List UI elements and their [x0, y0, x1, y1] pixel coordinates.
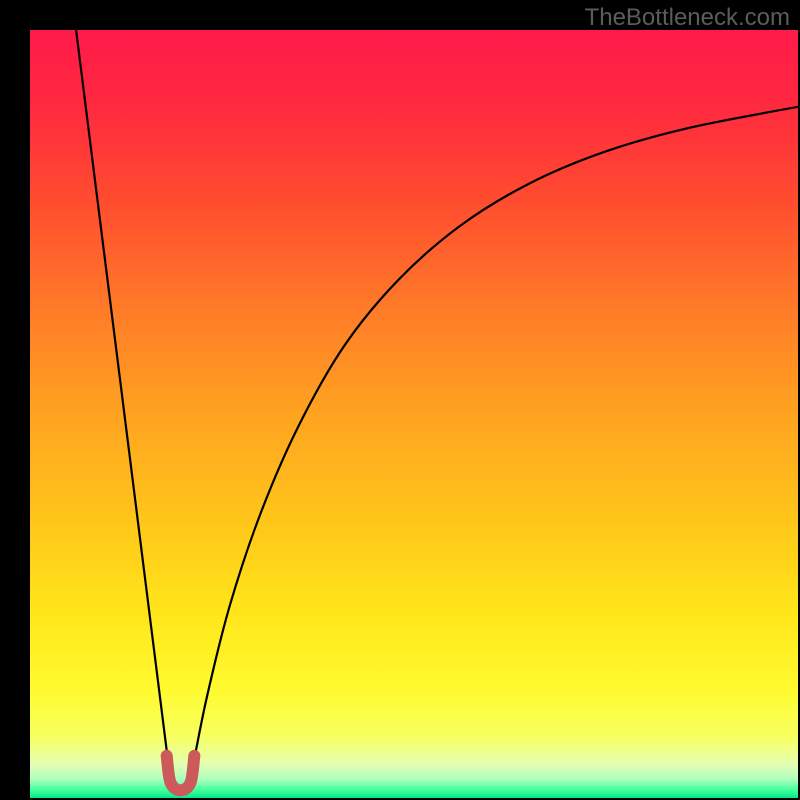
gradient-background	[30, 30, 798, 798]
watermark-text: TheBottleneck.com	[585, 4, 790, 32]
chart-container: TheBottleneck.com	[0, 0, 800, 800]
plot-area	[30, 30, 798, 798]
